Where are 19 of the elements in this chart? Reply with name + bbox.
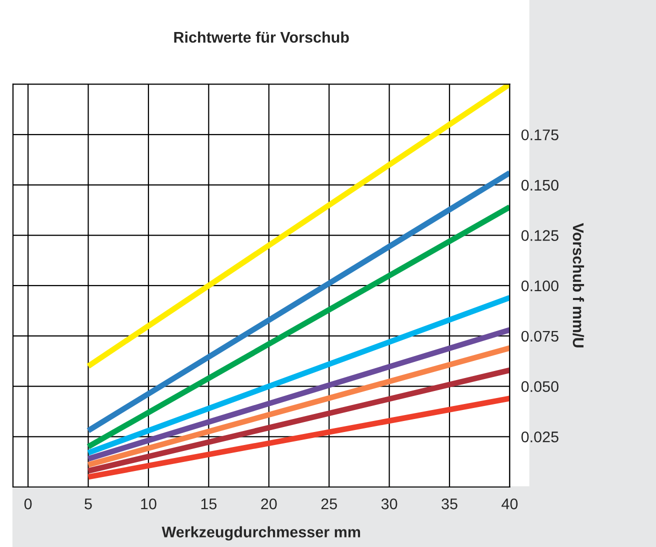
chart-title: Richtwerte für Vorschub [174,32,349,43]
y-tick-label: 0.125 [521,230,558,241]
x-tick-label: 40 [502,498,518,510]
x-tick-label: 0 [24,498,32,510]
y-axis-title: Vorschub f mm/U [572,223,584,348]
x-axis-title: Werkzeugdurchmesser mm [162,526,360,541]
x-tick-label: 20 [261,498,277,510]
y-tick-label: 0.100 [521,280,558,292]
y-tick-label: 0.075 [521,330,558,342]
x-tick-label: 35 [442,498,458,510]
y-tick-label: 0.175 [521,129,558,140]
y-tick-label: 0.150 [521,180,558,191]
x-tick-label: 5 [84,498,92,510]
x-tick-label: 10 [141,498,156,510]
y-tick-label: 0.025 [521,432,558,442]
x-tick-label: 25 [321,498,337,510]
x-tick-label: 30 [381,498,398,510]
y-tick-label: 0.050 [521,381,558,392]
x-tick-label: 15 [201,498,217,510]
